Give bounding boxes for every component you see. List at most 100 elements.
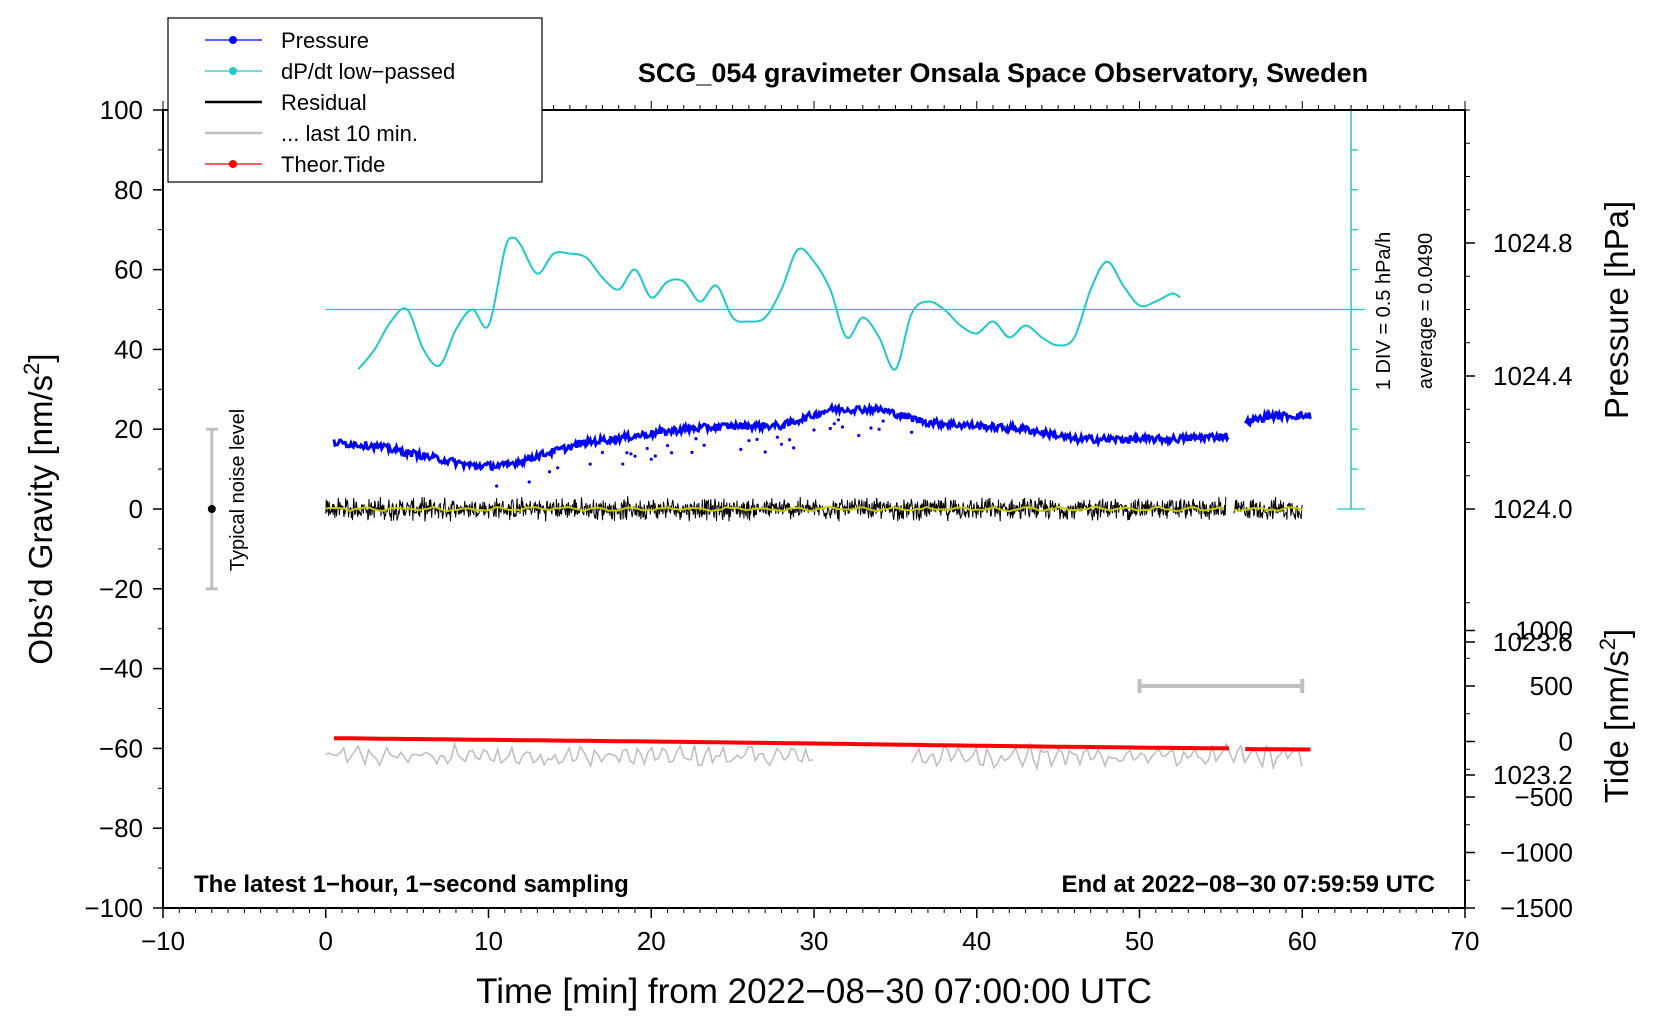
pressure-axis-label: Pressure [hPa]: [1598, 201, 1635, 419]
series-pressure-point: [787, 438, 792, 442]
series-pressure-point: [869, 426, 873, 430]
tide-tick-label: 1000: [1515, 616, 1573, 646]
pressure-axis: 1023.2 1023.6 1024.0 1024.4 1024.8: [1465, 228, 1573, 790]
chart-title: SCG_054 gravimeter Onsala Space Observat…: [638, 58, 1368, 88]
series-tide-line: [1245, 747, 1311, 752]
y-tick-label: −60: [99, 733, 143, 763]
x-axis-label: Time [min] from 2022−08−30 07:00:00 UTC: [476, 972, 1152, 1011]
x-tick-label: 0: [319, 926, 333, 956]
series-pressure-point: [755, 437, 759, 441]
series-pressure-point: [747, 439, 751, 443]
x-tick-label: −10: [141, 926, 185, 956]
legend-swatch-marker: [229, 36, 237, 44]
series-pressure-point: [669, 451, 674, 455]
series-pressure-point: [881, 419, 885, 423]
y-tick-label: −40: [99, 654, 143, 684]
series-pressure-line: [332, 401, 1230, 473]
series-pressure-point: [779, 442, 784, 446]
noise-level-center: [207, 505, 216, 513]
tide-axis-label-sup: 2: [1595, 638, 1620, 650]
series-pressure-point: [556, 466, 560, 470]
legend-label: dP/dt low−passed: [281, 59, 455, 84]
series-pressure-point: [739, 447, 743, 451]
legend-label: ... last 10 min.: [281, 121, 418, 146]
legend: Pressure dP/dt low−passed Residual ... last…: [167, 17, 543, 183]
x-tick-label: 50: [1125, 926, 1154, 956]
series-pressure-point: [633, 454, 637, 458]
legend-swatch-marker: [229, 160, 237, 168]
series-last10-line: [910, 741, 1303, 771]
legend-label: Residual: [281, 90, 367, 115]
y-axis-label-sup: 2: [19, 363, 44, 375]
series-residual-line: [325, 496, 1227, 522]
legend-entries: Pressure dP/dt low−passed Residual ... last…: [205, 28, 455, 177]
series-pressure-point: [775, 435, 779, 439]
annotation-end-time: End at 2022−08−30 07:59:59 UTC: [1061, 871, 1435, 898]
pressure-tick-label: 1023.6: [1493, 627, 1573, 657]
series-pressure-line: [1244, 408, 1312, 428]
tide-tick-label: −1500: [1500, 893, 1573, 923]
series-tide-line: [333, 736, 1230, 751]
series-pressure-point: [910, 430, 914, 434]
series-pressure-point: [653, 454, 657, 458]
x-tick-label: 20: [637, 926, 666, 956]
series-pressure-point: [629, 452, 633, 456]
series-pressure-point: [645, 446, 649, 451]
x-tick-label: 70: [1451, 926, 1480, 956]
series-pressure-point: [547, 470, 552, 474]
series-residual-smoothed: [1233, 506, 1303, 512]
y-axis-label-end: ]: [22, 353, 59, 362]
data-layer: [205, 109, 1366, 771]
series-pressure-point: [877, 427, 881, 431]
x-axis: −10 0 10 20 30 40 50 60 70: [141, 908, 1480, 956]
series-pressure-point: [690, 450, 694, 454]
tide-tick-label: 500: [1530, 671, 1573, 701]
pressure-tick-label: 1024.4: [1493, 361, 1573, 391]
dpdt-average-label: average = 0.0490: [1415, 233, 1437, 389]
x-tick-label: 60: [1288, 926, 1317, 956]
series-last10-line: [325, 741, 813, 769]
y-axis-label: Obs’d Gravity [nm/s2]: [19, 353, 59, 664]
series-pressure-point: [600, 450, 605, 455]
series-residual-line: [1233, 496, 1303, 520]
dpdt-scale-label: 1 DIV = 0.5 hPa/h: [1373, 232, 1395, 390]
series-pressure-point: [588, 462, 592, 466]
tide-tick-label: 0: [1559, 727, 1573, 757]
series-pressure-point: [665, 443, 670, 448]
legend-box: [167, 17, 543, 183]
series-pressure-point: [649, 457, 653, 461]
series-pressure-point: [836, 418, 841, 422]
y-tick-label: 80: [114, 175, 143, 205]
series-pressure-point: [702, 443, 706, 447]
x-tick-label: 40: [962, 926, 991, 956]
y-tick-label: 0: [129, 494, 143, 524]
tide-axis: −1500 −1000 −500 0 500 1000: [1465, 616, 1573, 923]
y-axis-label-base: Obs’d Gravity [nm/s: [22, 375, 59, 665]
y-tick-label: 100: [100, 95, 143, 125]
legend-label: Theor.Tide: [281, 152, 385, 177]
pressure-tick-label: 1024.0: [1493, 494, 1573, 524]
tide-axis-label-end: ]: [1598, 629, 1635, 638]
pressure-tick-label: 1024.8: [1493, 228, 1573, 258]
y-tick-label: 20: [114, 414, 143, 444]
tide-tick-label: −1000: [1500, 838, 1573, 868]
series-pressure-point: [840, 425, 845, 429]
series-pressure-point: [495, 484, 499, 488]
pressure-tick-label: 1023.2: [1493, 760, 1573, 790]
series-pressure-point: [832, 422, 836, 426]
series-pressure-point: [694, 437, 698, 441]
tide-tick-label: −500: [1514, 782, 1573, 812]
y-tick-label: −20: [99, 574, 143, 604]
series-pressure-point: [857, 433, 861, 438]
series-dpdt-line: [357, 236, 1181, 371]
series-pressure-point: [763, 450, 767, 454]
series-pressure-point: [621, 462, 625, 466]
series-residual-smoothed: [325, 505, 1225, 513]
gravity-axis: −100 −80 −60 −40 −20 0 20 40 60 80 100: [84, 95, 163, 923]
series-pressure-point: [828, 426, 832, 431]
noise-level-label: Typical noise level: [227, 409, 249, 571]
y-tick-label: 60: [114, 255, 143, 285]
y-tick-label: −100: [84, 893, 143, 923]
x-tick-label: 10: [474, 926, 503, 956]
